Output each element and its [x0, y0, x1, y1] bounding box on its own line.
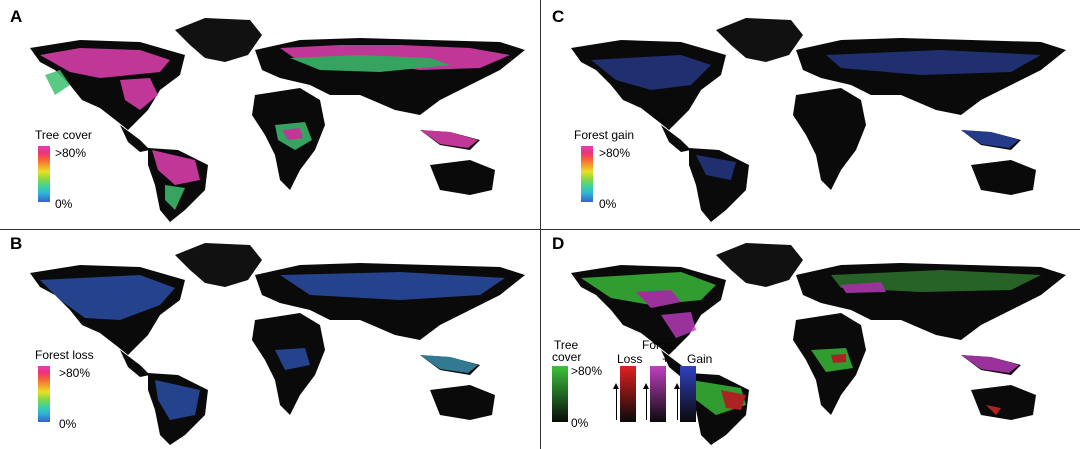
panel-label-d: D — [552, 234, 565, 253]
legend-max-label: >80% — [599, 146, 631, 160]
loss-scale — [620, 366, 636, 422]
legend-min-label: 0% — [59, 417, 77, 431]
forest-gain-legend: Forest gain >80% 0% — [574, 128, 654, 213]
gain-scale — [680, 366, 696, 422]
up-arrow-icon — [643, 383, 649, 420]
color-scale-bar — [581, 146, 593, 202]
legend-min-label: 0% — [571, 416, 589, 430]
panel-label-b: B — [10, 234, 23, 253]
loss-and-gain-scale — [650, 366, 666, 422]
up-arrow-icon — [674, 383, 680, 420]
legend-forest-label: Forest — [642, 338, 677, 352]
panel-label-a: A — [10, 7, 23, 26]
panel-b-forest-loss-map: B Forest loss >80% 0% — [0, 230, 540, 449]
up-arrow-icon — [613, 383, 619, 420]
color-scale-bar — [38, 366, 50, 422]
legend-min-label: 0% — [55, 197, 73, 211]
combined-overlay — [581, 270, 1041, 415]
legend-min-label: 0% — [599, 197, 617, 211]
forest-loss-overlay — [40, 272, 505, 420]
vertical-divider — [540, 0, 541, 449]
legend-tree-label: Tree — [554, 338, 579, 352]
legend-max-label: >80% — [55, 146, 87, 160]
australia-shape — [430, 160, 495, 195]
legend-gain-label: Gain — [687, 352, 713, 366]
horizontal-divider — [0, 229, 1080, 230]
panel-d-combined-map: D Tree cover >80% 0% Loss Forest + Gain — [541, 230, 1080, 449]
panel-label-c: C — [552, 7, 565, 26]
forest-loss-legend: Forest loss >80% 0% — [35, 348, 125, 433]
legend-plus-label: + — [662, 352, 670, 366]
greenland-shape — [175, 18, 262, 62]
legend-title: Forest loss — [35, 348, 94, 362]
world-map-c — [571, 18, 1066, 222]
combined-legend: Tree cover >80% 0% Loss Forest + Gain — [551, 328, 713, 438]
central-america-shape — [120, 125, 150, 152]
forest-gain-overlay — [591, 50, 1041, 180]
color-scale-bar — [38, 146, 50, 202]
legend-title: Tree cover — [35, 128, 92, 142]
legend-max-label: >80% — [59, 366, 91, 380]
tree-cover-legend: Tree cover >80% 0% — [35, 128, 115, 213]
legend-title: Forest gain — [574, 128, 635, 142]
legend-max-label: >80% — [571, 364, 603, 378]
world-map-a — [30, 18, 525, 222]
legend-loss-label: Loss — [617, 352, 643, 366]
panel-c-forest-gain-map: C Forest gain >80% 0% — [541, 0, 1080, 229]
world-map-b — [30, 243, 525, 445]
legend-cover-label: cover — [552, 350, 582, 364]
tree-cover-overlay — [40, 45, 510, 210]
panel-a-tree-cover-map: A Tree cover >80% 0% — [0, 0, 540, 229]
tree-cover-scale — [552, 366, 568, 422]
world-map-d — [571, 243, 1066, 445]
